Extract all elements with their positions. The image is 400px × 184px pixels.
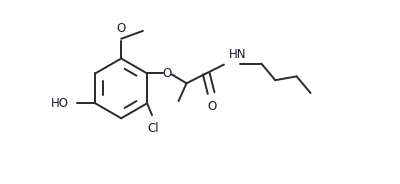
Text: Cl: Cl [147,122,159,135]
Text: O: O [116,22,126,35]
Text: HN: HN [229,48,246,61]
Text: HO: HO [51,97,69,110]
Text: O: O [208,100,217,113]
Text: O: O [162,67,172,80]
